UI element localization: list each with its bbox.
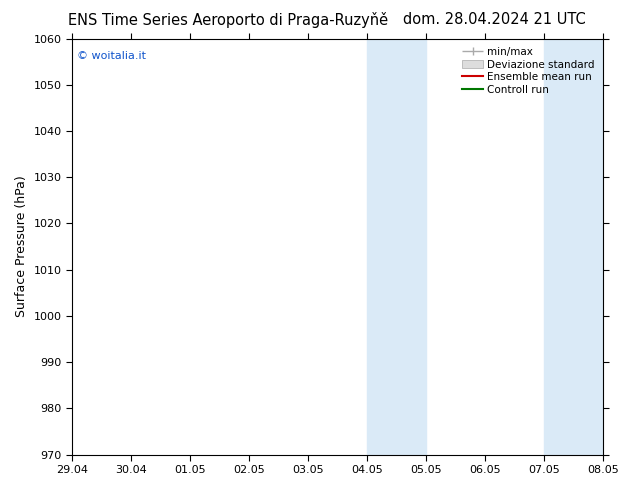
Text: © woitalia.it: © woitalia.it	[77, 51, 146, 61]
Text: ENS Time Series Aeroporto di Praga-Ruzyňě: ENS Time Series Aeroporto di Praga-Ruzyň…	[68, 12, 388, 28]
Bar	[367, 39, 426, 455]
Bar	[544, 39, 603, 455]
Y-axis label: Surface Pressure (hPa): Surface Pressure (hPa)	[15, 176, 28, 318]
Legend: min/max, Deviazione standard, Ensemble mean run, Controll run: min/max, Deviazione standard, Ensemble m…	[459, 44, 598, 98]
Text: dom. 28.04.2024 21 UTC: dom. 28.04.2024 21 UTC	[403, 12, 586, 27]
